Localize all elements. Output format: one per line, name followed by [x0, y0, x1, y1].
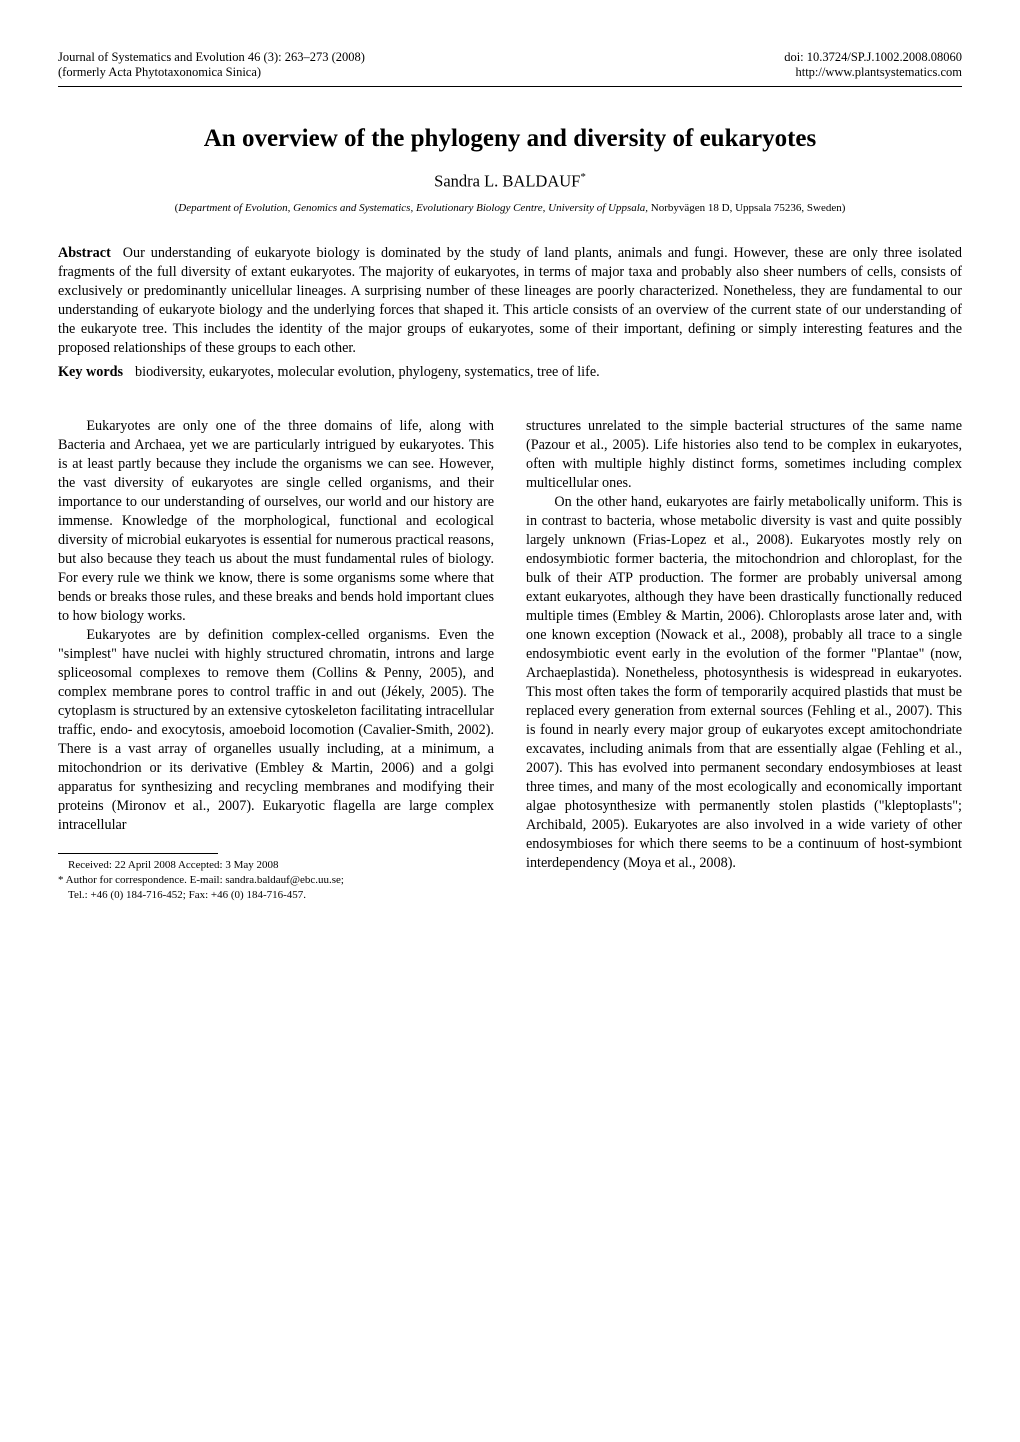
former-name-line: (formerly Acta Phytotaxonomica Sinica) [58, 65, 365, 80]
body-columns: Eukaryotes are only one of the three dom… [58, 417, 962, 903]
footnote-received: Received: 22 April 2008 Accepted: 3 May … [58, 858, 494, 873]
author-marker: * [580, 171, 586, 183]
abstract-block: AbstractOur understanding of eukaryote b… [58, 244, 962, 358]
author-line: Sandra L. BALDAUF* [58, 171, 962, 192]
keywords-block: Key words biodiversity, eukaryotes, molec… [58, 364, 962, 381]
keywords-label: Key words [58, 364, 123, 380]
body-paragraph: Eukaryotes are only one of the three dom… [58, 417, 494, 626]
journal-line: Journal of Systematics and Evolution 46 … [58, 50, 365, 65]
abstract-text: Our understanding of eukaryote biology i… [58, 245, 962, 356]
body-paragraph: On the other hand, eukaryotes are fairly… [526, 493, 962, 874]
footnote-correspondence: * Author for correspondence. E-mail: san… [58, 873, 494, 888]
keywords-text: biodiversity, eukaryotes, molecular evol… [135, 364, 600, 380]
body-paragraph: structures unrelated to the simple bacte… [526, 417, 962, 493]
abstract-label: Abstract [58, 245, 111, 261]
author-name: Sandra L. BALDAUF [434, 172, 580, 191]
column-footnotes: Received: 22 April 2008 Accepted: 3 May … [58, 853, 494, 903]
footnote-rule [58, 853, 218, 854]
url-line: http://www.plantsystematics.com [784, 65, 962, 80]
header-rule [58, 86, 962, 87]
journal-header: Journal of Systematics and Evolution 46 … [58, 50, 962, 80]
footnote-tel: Tel.: +46 (0) 184-716-452; Fax: +46 (0) … [58, 888, 494, 903]
doi-line: doi: 10.3724/SP.J.1002.2008.08060 [784, 50, 962, 65]
affiliation-dept: Department of Evolution, Genomics and Sy… [178, 202, 648, 214]
body-paragraph: Eukaryotes are by definition complex-cel… [58, 626, 494, 835]
article-title: An overview of the phylogeny and diversi… [58, 125, 962, 153]
affiliation-line: (Department of Evolution, Genomics and S… [58, 202, 962, 214]
affiliation-rest: Norbyvägen 18 D, Uppsala 75236, Sweden [648, 202, 842, 214]
